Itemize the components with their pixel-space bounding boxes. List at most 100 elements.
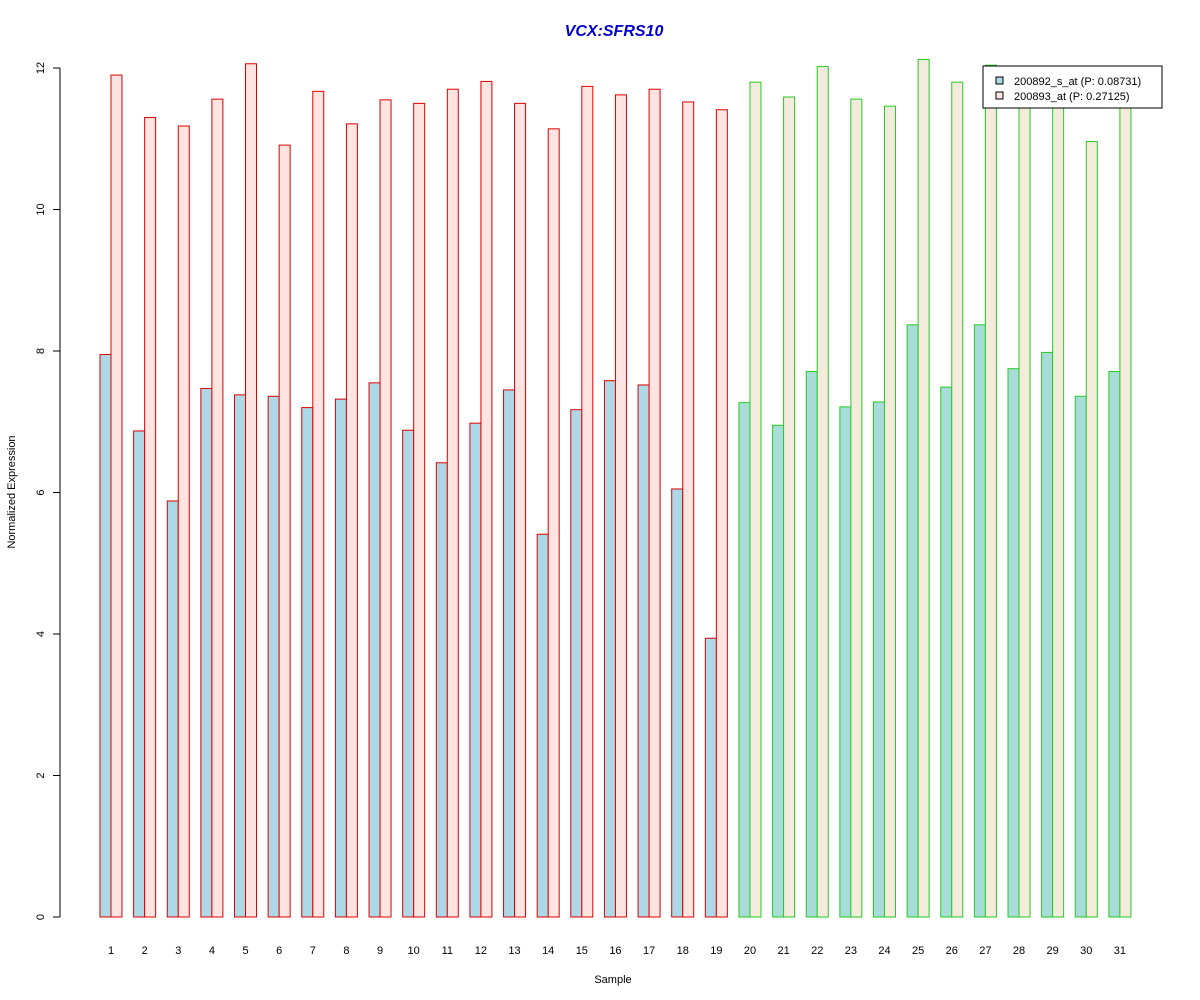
x-tick-label: 9 bbox=[377, 945, 383, 957]
bar-series2-sample-28 bbox=[1018, 87, 1031, 918]
y-tick-label: 0 bbox=[35, 914, 47, 920]
y-tick-label: 12 bbox=[35, 62, 47, 74]
bar-series1-sample-26 bbox=[940, 386, 953, 918]
bar-series1-sample-21 bbox=[772, 424, 785, 918]
x-tick-label: 14 bbox=[542, 945, 554, 957]
bar-series1-sample-23 bbox=[839, 406, 852, 918]
x-tick-label: 30 bbox=[1080, 945, 1092, 957]
x-tick-label: 23 bbox=[845, 945, 857, 957]
bar-series2-sample-27 bbox=[984, 64, 997, 918]
x-tick-label: 24 bbox=[878, 945, 890, 957]
bar-series2-sample-5 bbox=[245, 63, 258, 918]
bar-series1-sample-7 bbox=[301, 407, 314, 918]
x-tick-label: 2 bbox=[142, 945, 148, 957]
bar-series2-sample-14 bbox=[547, 128, 560, 918]
bar-series2-sample-4 bbox=[211, 98, 224, 918]
x-tick-label: 18 bbox=[677, 945, 689, 957]
x-tick-label: 5 bbox=[242, 945, 248, 957]
bar-series1-sample-19 bbox=[704, 637, 717, 918]
y-tick-label: 4 bbox=[35, 631, 47, 637]
bar-series1-sample-13 bbox=[503, 389, 516, 918]
y-axis-label: Normalized Expression bbox=[6, 435, 18, 548]
bar-series1-sample-1 bbox=[99, 354, 112, 918]
bar-series2-sample-10 bbox=[413, 102, 426, 918]
y-tick-label: 10 bbox=[35, 203, 47, 215]
x-tick-label: 16 bbox=[609, 945, 621, 957]
legend-label: 200893_at (P: 0.27125) bbox=[1014, 91, 1130, 103]
bar-series2-sample-1 bbox=[110, 74, 123, 918]
bar-series2-sample-30 bbox=[1085, 141, 1098, 918]
bar-series1-sample-17 bbox=[637, 384, 650, 918]
x-tick-label: 12 bbox=[475, 945, 487, 957]
bar-series2-sample-25 bbox=[917, 59, 930, 918]
x-tick-label: 31 bbox=[1114, 945, 1126, 957]
bar-series1-sample-12 bbox=[469, 422, 482, 918]
x-tick-label: 4 bbox=[209, 945, 215, 957]
bar-series1-sample-14 bbox=[536, 533, 549, 918]
x-tick-label: 3 bbox=[175, 945, 181, 957]
x-tick-label: 7 bbox=[310, 945, 316, 957]
x-tick-label: 21 bbox=[777, 945, 789, 957]
bar-series2-sample-7 bbox=[312, 90, 325, 918]
x-tick-label: 8 bbox=[343, 945, 349, 957]
x-axis-label: Sample bbox=[594, 974, 631, 986]
bar-series2-sample-26 bbox=[951, 81, 964, 918]
bars bbox=[99, 59, 1132, 918]
bar-series2-sample-17 bbox=[648, 88, 661, 918]
bar-series2-sample-3 bbox=[177, 125, 190, 918]
bar-series2-sample-13 bbox=[514, 102, 527, 918]
x-tick-label: 10 bbox=[408, 945, 420, 957]
bar-series1-sample-24 bbox=[872, 401, 885, 918]
bar-series2-sample-29 bbox=[1052, 83, 1065, 918]
x-tick-label: 1 bbox=[108, 945, 114, 957]
x-axis: 1 2 3 4 5 6 7 8 9 10 11 12 13 14 15 16 17 18 19 20 21 22 23 24 2… bbox=[108, 945, 1126, 957]
x-tick-label: 29 bbox=[1047, 945, 1059, 957]
chart-title: VCX:SFRS10 bbox=[565, 23, 664, 40]
bar-series1-sample-9 bbox=[368, 382, 381, 918]
bar-series1-sample-30 bbox=[1074, 395, 1087, 918]
bar-series2-sample-21 bbox=[783, 96, 796, 918]
bar-series1-sample-25 bbox=[906, 324, 919, 918]
x-tick-label: 22 bbox=[811, 945, 823, 957]
bar-series1-sample-27 bbox=[973, 324, 986, 918]
legend-swatch bbox=[995, 76, 1004, 85]
bar-series1-sample-15 bbox=[570, 409, 583, 918]
bar-series1-sample-5 bbox=[234, 394, 247, 918]
bar-series1-sample-8 bbox=[334, 398, 347, 918]
bar-series1-sample-3 bbox=[166, 500, 179, 918]
x-tick-label: 19 bbox=[710, 945, 722, 957]
bar-series1-sample-10 bbox=[402, 429, 415, 918]
bar-series2-sample-16 bbox=[614, 94, 627, 918]
bar-series2-sample-6 bbox=[278, 144, 291, 918]
bar-series1-sample-4 bbox=[200, 387, 213, 918]
bar-series2-sample-20 bbox=[749, 81, 762, 918]
bar-series2-sample-18 bbox=[682, 101, 695, 918]
bar-series2-sample-9 bbox=[379, 99, 392, 918]
x-tick-label: 15 bbox=[576, 945, 588, 957]
x-tick-label: 26 bbox=[946, 945, 958, 957]
x-tick-label: 25 bbox=[912, 945, 924, 957]
bar-series2-sample-19 bbox=[715, 109, 728, 918]
y-axis: 0 2 4 6 8 10 12 bbox=[35, 62, 61, 920]
x-tick-label: 11 bbox=[442, 945, 453, 957]
bar-series2-sample-22 bbox=[816, 66, 829, 918]
bar-series1-sample-31 bbox=[1108, 371, 1121, 918]
bar-series1-sample-16 bbox=[603, 380, 616, 918]
x-tick-label: 20 bbox=[744, 945, 756, 957]
bar-series2-sample-8 bbox=[345, 123, 358, 918]
x-tick-label: 27 bbox=[979, 945, 991, 957]
bar-series1-sample-28 bbox=[1007, 368, 1020, 918]
bar-series1-sample-29 bbox=[1041, 351, 1054, 918]
y-tick-label: 6 bbox=[35, 489, 47, 495]
bar-series1-sample-18 bbox=[671, 488, 684, 918]
bar-series1-sample-2 bbox=[133, 430, 146, 918]
legend-label: 200892_s_at (P: 0.08731) bbox=[1014, 76, 1141, 88]
bar-series2-sample-23 bbox=[850, 98, 863, 918]
bar-series2-sample-11 bbox=[446, 88, 459, 918]
bar-series1-sample-11 bbox=[435, 462, 448, 918]
bar-series1-sample-6 bbox=[267, 395, 280, 918]
x-tick-label: 13 bbox=[508, 945, 520, 957]
bar-series2-sample-24 bbox=[883, 105, 896, 918]
x-tick-label: 28 bbox=[1013, 945, 1025, 957]
